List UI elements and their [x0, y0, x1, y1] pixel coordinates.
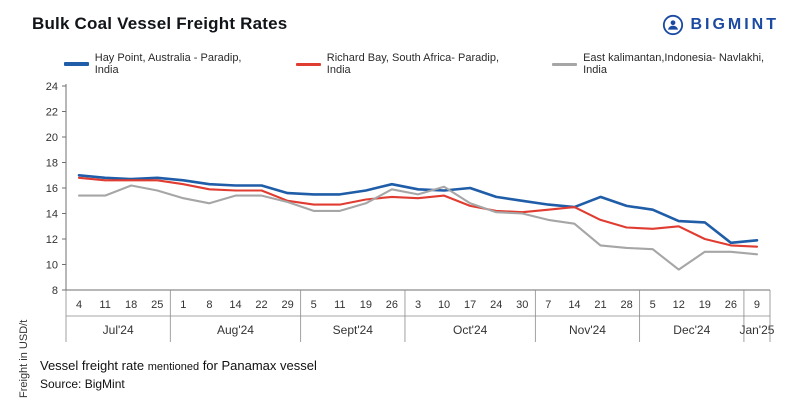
y-tick-label: 12: [46, 234, 58, 246]
x-date-label: 10: [438, 299, 450, 311]
x-date-label: 19: [699, 299, 711, 311]
x-date-label: 8: [206, 299, 212, 311]
legend-item-east-kalimantan: East kalimantan,Indonesia- Navlakhi, Ind…: [552, 52, 781, 76]
x-date-label: 26: [386, 299, 398, 311]
legend-label: East kalimantan,Indonesia- Navlakhi, Ind…: [583, 52, 765, 76]
chart-area: Freight in USD/t 8 10 12 14 16 18 20 22 24 4 11 18 2…: [18, 78, 807, 398]
y-tick-label: 10: [46, 260, 58, 272]
series-line-2: [77, 184, 759, 271]
y-tick-label: 24: [46, 81, 58, 93]
header: Bulk Coal Vessel Freight Rates BIGMINT: [0, 0, 807, 36]
legend-swatch-gray: [552, 62, 578, 66]
x-date-label: 14: [229, 299, 241, 311]
footnote: Vessel freight rate mentioned for Panama…: [40, 357, 317, 376]
x-date-label: 1: [180, 299, 186, 311]
page-title: Bulk Coal Vessel Freight Rates: [32, 14, 288, 33]
x-date-label: 19: [360, 299, 372, 311]
month-label: Oct'24: [453, 323, 488, 337]
month-label: Jul'24: [103, 323, 134, 337]
x-date-label: 3: [415, 299, 421, 311]
month-label: Sept'24: [333, 323, 374, 337]
legend-label: Hay Point, Australia - Paradip, India: [94, 52, 242, 76]
chart-legend: Hay Point, Australia - Paradip, India Ri…: [64, 52, 807, 76]
x-date-label: 22: [255, 299, 267, 311]
brand-name: BIGMINT: [690, 16, 779, 33]
x-date-label: 25: [151, 299, 163, 311]
legend-item-hay-point: Hay Point, Australia - Paradip, India: [64, 52, 260, 76]
y-tick-label: 16: [46, 183, 58, 195]
footnote-small: mentioned: [147, 360, 200, 373]
x-date-label: 5: [311, 299, 317, 311]
x-date-label: 9: [754, 299, 760, 311]
x-date-label: 26: [725, 299, 737, 311]
y-tick-label: 8: [52, 285, 58, 297]
x-date-label: 29: [282, 299, 294, 311]
y-tick-label: 18: [46, 158, 58, 170]
series-line-1: [77, 176, 759, 248]
x-date-label: 30: [516, 299, 528, 311]
legend-label: Richard Bay, South Africa- Paradip, Indi…: [326, 52, 499, 76]
month-label: Aug'24: [217, 323, 254, 337]
x-date-label: 24: [490, 299, 502, 311]
x-date-label: 4: [76, 299, 82, 311]
y-tick-label: 20: [46, 132, 58, 144]
y-axis-title: Freight in USD/t: [18, 319, 30, 398]
footnote-tail: for Panamax vessel: [202, 357, 317, 373]
footnote-lead: Vessel freight rate: [40, 357, 145, 373]
x-date-label: 7: [545, 299, 551, 311]
y-tick-label: 22: [46, 107, 58, 119]
brand-logo: BIGMINT: [662, 14, 779, 36]
x-date-label: 21: [594, 299, 606, 311]
footer: Vessel freight rate mentioned for Panama…: [40, 357, 317, 393]
series-line-0: [77, 174, 759, 245]
legend-item-richard-bay: Richard Bay, South Africa- Paradip, Indi…: [296, 52, 516, 76]
x-date-label: 5: [650, 299, 656, 311]
y-tick-label: 14: [46, 209, 58, 221]
month-label: Jan'25: [739, 323, 774, 337]
x-date-label: 11: [334, 299, 345, 311]
x-date-label: 28: [620, 299, 632, 311]
x-date-label: 18: [125, 299, 137, 311]
month-label: Dec'24: [673, 323, 710, 337]
legend-swatch-blue: [64, 62, 89, 66]
x-date-label: 11: [99, 299, 110, 311]
source-note: Source: BigMint: [40, 376, 125, 391]
x-date-label: 12: [673, 299, 685, 311]
x-date-label: 17: [464, 299, 476, 311]
bigmint-icon: [663, 14, 684, 36]
month-label: Nov'24: [569, 323, 606, 337]
x-date-label: 14: [568, 299, 580, 311]
legend-swatch-red: [296, 62, 321, 66]
